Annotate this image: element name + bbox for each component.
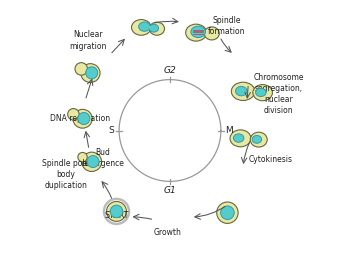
Text: Cytokinesis: Cytokinesis — [248, 155, 292, 164]
Ellipse shape — [81, 64, 100, 82]
Text: DNA replication: DNA replication — [50, 114, 110, 123]
Text: Chromosome
segregation,
nuclear
division: Chromosome segregation, nuclear division — [254, 73, 304, 115]
Ellipse shape — [149, 22, 165, 35]
Ellipse shape — [87, 156, 99, 168]
Text: Bud
emergence: Bud emergence — [81, 148, 124, 168]
Text: START: START — [104, 211, 129, 220]
Ellipse shape — [217, 202, 238, 223]
Ellipse shape — [230, 130, 251, 147]
Ellipse shape — [186, 24, 206, 41]
Text: Growth: Growth — [153, 228, 181, 237]
Ellipse shape — [250, 132, 267, 147]
Ellipse shape — [221, 206, 234, 220]
Text: G2: G2 — [164, 67, 176, 75]
Ellipse shape — [149, 24, 158, 32]
Ellipse shape — [191, 26, 205, 38]
Text: Nuclear
migration: Nuclear migration — [69, 30, 106, 51]
Ellipse shape — [236, 86, 247, 96]
Ellipse shape — [252, 135, 261, 143]
Circle shape — [75, 63, 87, 75]
Ellipse shape — [86, 67, 98, 79]
Circle shape — [78, 152, 87, 162]
Ellipse shape — [234, 134, 244, 142]
Ellipse shape — [253, 85, 272, 101]
Text: S: S — [108, 126, 114, 135]
Ellipse shape — [139, 22, 150, 31]
Ellipse shape — [132, 20, 151, 35]
Text: G1: G1 — [164, 186, 176, 194]
Text: M: M — [225, 126, 233, 135]
Text: Spindle
formation: Spindle formation — [208, 16, 245, 36]
Ellipse shape — [82, 152, 102, 171]
Ellipse shape — [256, 88, 266, 97]
Ellipse shape — [78, 112, 90, 124]
Ellipse shape — [106, 201, 126, 221]
Ellipse shape — [73, 109, 92, 128]
Text: Spindle pole
body
duplication: Spindle pole body duplication — [42, 159, 89, 191]
Circle shape — [68, 109, 79, 120]
Ellipse shape — [231, 82, 255, 100]
Ellipse shape — [145, 26, 153, 29]
Ellipse shape — [204, 27, 219, 40]
Ellipse shape — [110, 205, 123, 218]
